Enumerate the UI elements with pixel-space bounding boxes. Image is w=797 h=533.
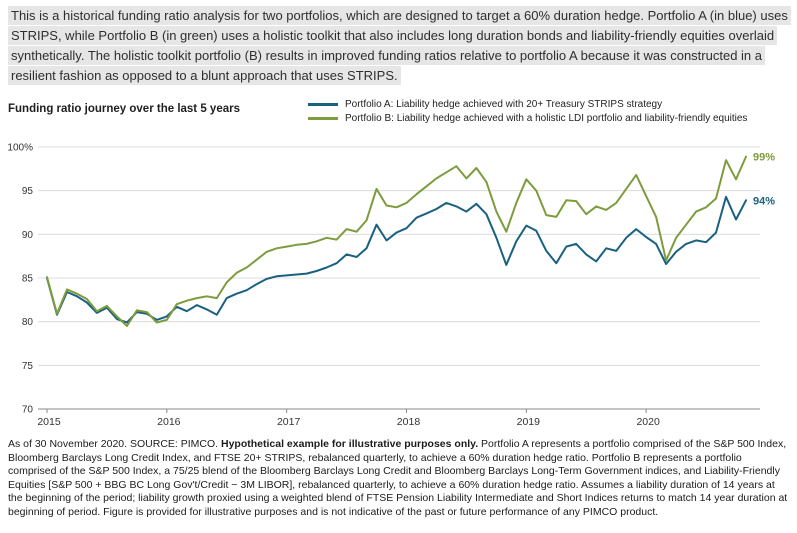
x-tick-label: 2016: [157, 416, 181, 428]
y-tick-label: 80: [22, 317, 34, 328]
x-tick-label: 2020: [636, 416, 660, 428]
footnote-asof: As of 30 November 2020. SOURCE: PIMCO.: [8, 438, 221, 450]
legend-item-portfolio-b: Portfolio B: Liability hedge achieved wi…: [308, 113, 794, 124]
portfolio-b-end-label: 99%: [753, 152, 775, 164]
portfolio-a-end-label: 94%: [753, 195, 775, 207]
footnote-hypothetical-note: Hypothetical example for illustrative pu…: [221, 438, 479, 450]
legend-item-portfolio-a: Portfolio A: Liability hedge achieved wi…: [308, 99, 794, 110]
x-tick-label: 2019: [517, 416, 541, 428]
y-tick-label: 85: [22, 274, 34, 285]
legend-label-portfolio-b: Portfolio B: Liability hedge achieved wi…: [345, 113, 748, 124]
portfolio-a-line-swatch-icon: [308, 103, 338, 106]
y-tick-label: 75: [22, 361, 34, 372]
x-tick-label: 2015: [37, 416, 61, 428]
x-tick-label: 2017: [277, 416, 301, 428]
portfolio-b-line-swatch-icon: [308, 117, 338, 120]
legend-label-portfolio-a: Portfolio A: Liability hedge achieved wi…: [345, 99, 663, 110]
intro-text: This is a historical funding ratio analy…: [8, 6, 791, 86]
intro-highlighted-text: This is a historical funding ratio analy…: [8, 6, 791, 85]
chart-title: Funding ratio journey over the last 5 ye…: [8, 103, 240, 115]
funding-ratio-line-chart: 70 75 80 85 90 95 100% 2015 2016 2017 2018 2019 2020…: [7, 143, 775, 429]
y-tick-label: 95: [22, 186, 34, 197]
y-tick-label: 90: [22, 230, 34, 241]
chart-legend: Portfolio A: Liability hedge achieved wi…: [308, 99, 794, 127]
footnote-text: As of 30 November 2020. SOURCE: PIMCO. H…: [8, 438, 791, 519]
footnote-body: Portfolio A represents a portfolio compr…: [8, 438, 788, 518]
y-tick-label: 100%: [7, 143, 33, 154]
portfolio-b-line: [46, 155, 747, 327]
portfolio-a-line: [46, 195, 747, 324]
x-tick-label: 2018: [397, 416, 421, 428]
y-tick-label: 70: [22, 405, 34, 416]
